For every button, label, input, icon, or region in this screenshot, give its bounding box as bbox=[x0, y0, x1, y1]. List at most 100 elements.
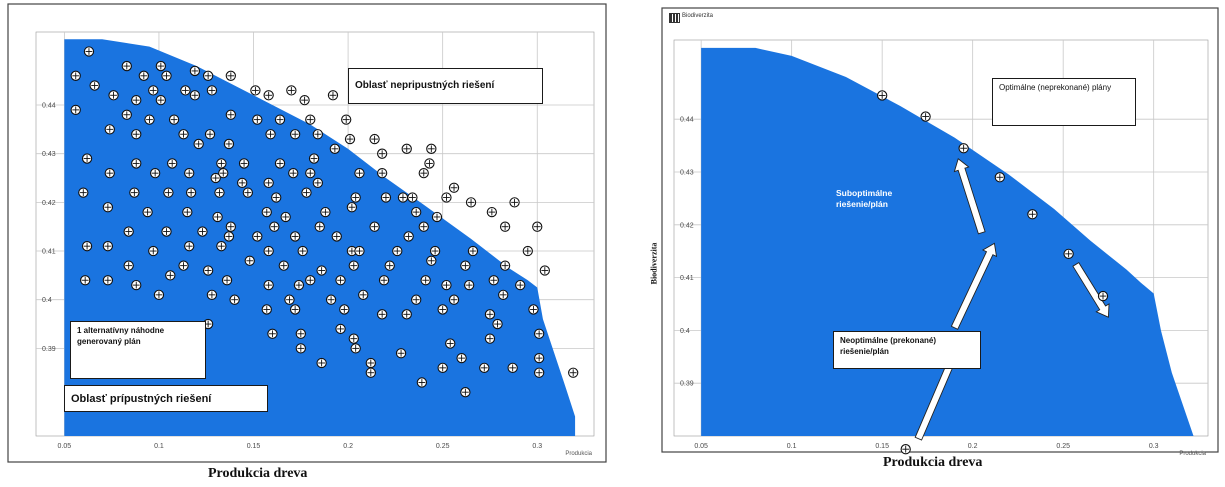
data-point bbox=[306, 169, 315, 178]
data-point bbox=[103, 276, 112, 285]
data-point bbox=[204, 266, 213, 275]
data-point bbox=[1064, 249, 1073, 258]
data-point bbox=[351, 193, 360, 202]
data-point bbox=[122, 110, 131, 119]
data-point bbox=[79, 188, 88, 197]
data-point bbox=[149, 86, 158, 95]
data-point bbox=[222, 276, 231, 285]
x-tick-label: 0.25 bbox=[436, 443, 450, 450]
data-point bbox=[151, 169, 160, 178]
data-point bbox=[332, 232, 341, 241]
data-point bbox=[207, 86, 216, 95]
data-point bbox=[349, 261, 358, 270]
x-tick-label: 0.3 bbox=[1149, 443, 1159, 450]
data-point bbox=[139, 71, 148, 80]
data-point bbox=[351, 344, 360, 353]
data-point bbox=[179, 261, 188, 270]
data-point bbox=[493, 319, 502, 328]
data-point bbox=[427, 144, 436, 153]
data-point bbox=[535, 368, 544, 377]
data-point bbox=[345, 134, 354, 143]
data-point bbox=[1098, 291, 1107, 300]
x-tick-label: 0.3 bbox=[532, 443, 542, 450]
x-axis-title: Produkcia dreva bbox=[883, 455, 982, 471]
annotation-optimal-plans: Optimálne (neprekonané) plány bbox=[992, 78, 1136, 126]
data-point bbox=[270, 222, 279, 231]
data-point bbox=[143, 207, 152, 216]
y-tick-label: 0.41 bbox=[42, 249, 56, 256]
data-point bbox=[145, 115, 154, 124]
data-point bbox=[296, 344, 305, 353]
data-point bbox=[253, 115, 262, 124]
data-point bbox=[381, 193, 390, 202]
data-point bbox=[466, 198, 475, 207]
data-point bbox=[217, 242, 226, 251]
y-tick-label: 0.44 bbox=[680, 117, 694, 124]
data-point bbox=[281, 212, 290, 221]
data-point bbox=[457, 354, 466, 363]
data-point bbox=[251, 86, 260, 95]
data-point bbox=[306, 115, 315, 124]
data-point bbox=[315, 222, 324, 231]
data-point bbox=[204, 71, 213, 80]
data-point bbox=[442, 193, 451, 202]
annotation-suboptimal: Suboptimálne riešenie/plán bbox=[830, 184, 930, 226]
y-tick-label: 0.42 bbox=[680, 222, 694, 229]
data-point bbox=[156, 61, 165, 70]
data-point bbox=[190, 91, 199, 100]
data-point bbox=[438, 305, 447, 314]
data-point bbox=[328, 91, 337, 100]
data-point bbox=[253, 232, 262, 241]
data-point bbox=[385, 261, 394, 270]
data-point bbox=[264, 178, 273, 187]
data-point bbox=[379, 276, 388, 285]
data-point bbox=[349, 334, 358, 343]
data-point bbox=[499, 290, 508, 299]
y-tick-label: 0.39 bbox=[680, 381, 694, 388]
data-point bbox=[181, 86, 190, 95]
data-point bbox=[306, 276, 315, 285]
data-point bbox=[294, 281, 303, 290]
data-point bbox=[446, 339, 455, 348]
x-axis-title: Produkcia dreva bbox=[208, 466, 307, 482]
data-point bbox=[154, 290, 163, 299]
data-point bbox=[279, 261, 288, 270]
data-point bbox=[355, 169, 364, 178]
data-point bbox=[1028, 210, 1037, 219]
data-point bbox=[425, 159, 434, 168]
data-point bbox=[535, 354, 544, 363]
data-point bbox=[533, 222, 542, 231]
data-point bbox=[419, 222, 428, 231]
x-tick-label: 0.15 bbox=[247, 443, 261, 450]
data-point bbox=[226, 110, 235, 119]
data-point bbox=[417, 378, 426, 387]
data-point bbox=[432, 212, 441, 221]
y-axis-title: Biodiverzita bbox=[650, 234, 659, 294]
data-point bbox=[183, 207, 192, 216]
data-point bbox=[438, 363, 447, 372]
data-point bbox=[103, 242, 112, 251]
data-point bbox=[105, 125, 114, 134]
data-point bbox=[187, 188, 196, 197]
data-point bbox=[266, 130, 275, 139]
x-tick-label: 0.05 bbox=[58, 443, 72, 450]
data-point bbox=[569, 368, 578, 377]
data-point bbox=[289, 169, 298, 178]
data-point bbox=[523, 246, 532, 255]
data-point bbox=[291, 232, 300, 241]
data-point bbox=[243, 188, 252, 197]
data-point bbox=[179, 130, 188, 139]
data-point bbox=[995, 173, 1004, 182]
data-point bbox=[207, 290, 216, 299]
y-tick-label: 0.4 bbox=[680, 328, 690, 335]
data-point bbox=[342, 115, 351, 124]
data-point bbox=[313, 130, 322, 139]
data-point bbox=[198, 227, 207, 236]
data-point bbox=[461, 261, 470, 270]
chart-left: 0.05 0.1 0.15 0.2 0.25 0.3 0.44 0.43 0.42 0.41 0.4… bbox=[8, 4, 608, 484]
data-point bbox=[336, 276, 345, 285]
data-point bbox=[81, 276, 90, 285]
data-point bbox=[239, 159, 248, 168]
data-point bbox=[901, 445, 910, 454]
data-point bbox=[321, 207, 330, 216]
